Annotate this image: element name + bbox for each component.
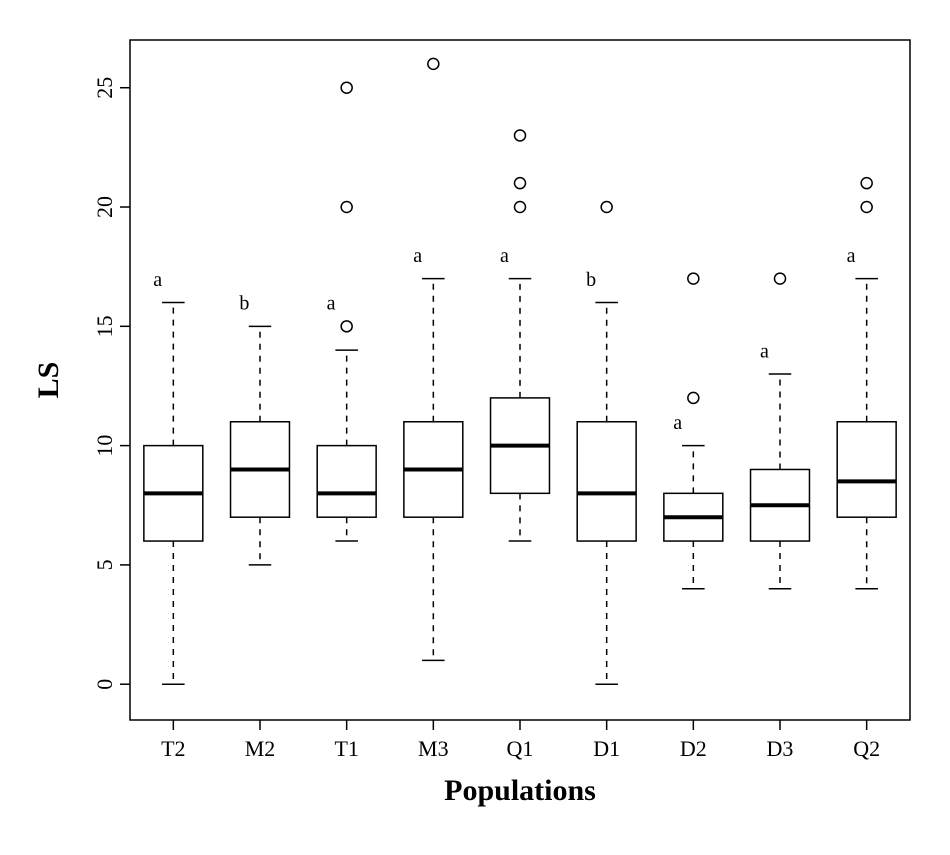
x-tick-label: M2 bbox=[245, 736, 276, 761]
y-tick-label: 25 bbox=[92, 77, 117, 99]
group-letter: a bbox=[413, 245, 422, 267]
group-letter: b bbox=[586, 269, 596, 291]
x-tick-label: T2 bbox=[161, 736, 185, 761]
group-letter: a bbox=[153, 269, 162, 291]
x-tick-label: T1 bbox=[334, 736, 358, 761]
y-axis-label: LS bbox=[32, 362, 65, 399]
group-letter: a bbox=[847, 245, 856, 267]
group-letter: b bbox=[239, 293, 249, 315]
chart-bg bbox=[0, 0, 950, 850]
x-tick-label: D2 bbox=[680, 736, 707, 761]
x-tick-label: D3 bbox=[767, 736, 794, 761]
box bbox=[837, 422, 896, 517]
x-tick-label: Q2 bbox=[853, 736, 880, 761]
group-letter: a bbox=[500, 245, 509, 267]
y-tick-label: 10 bbox=[92, 435, 117, 457]
x-tick-label: D1 bbox=[593, 736, 620, 761]
y-tick-label: 5 bbox=[92, 559, 117, 570]
group-letter: a bbox=[327, 293, 336, 315]
x-tick-label: Q1 bbox=[507, 736, 534, 761]
x-axis-label: Populations bbox=[444, 774, 596, 807]
group-letter: a bbox=[673, 412, 682, 434]
box bbox=[317, 446, 376, 518]
box bbox=[577, 422, 636, 541]
y-tick-label: 20 bbox=[92, 196, 117, 218]
y-tick-label: 0 bbox=[92, 679, 117, 690]
x-tick-label: M3 bbox=[418, 736, 449, 761]
chart-svg: 0 5 10 15 20 25 LS T2 M2 T1 M3 Q1 D1 D2 D3 Q2 Population… bbox=[0, 0, 950, 850]
boxplot-chart: 0 5 10 15 20 25 LS T2 M2 T1 M3 Q1 D1 D2 D3 Q2 Population… bbox=[0, 0, 950, 855]
y-tick-label: 15 bbox=[92, 315, 117, 337]
group-letter: a bbox=[760, 340, 769, 362]
